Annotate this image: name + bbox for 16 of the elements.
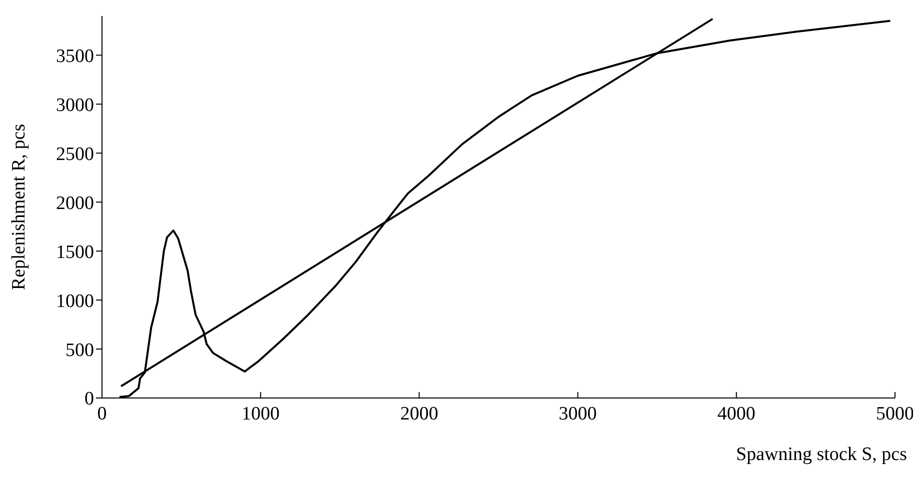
y-tick-label: 0	[84, 388, 94, 410]
x-tick-label: 0	[97, 403, 107, 424]
y-tick-label: 2000	[56, 192, 94, 214]
y-tick-label: 2500	[56, 144, 94, 165]
y-tick-label: 1500	[56, 242, 94, 263]
x-tick-label: 5000	[876, 403, 914, 424]
y-tick-label: 1000	[56, 290, 94, 312]
y-axis-title: Replenishment R, pcs	[8, 124, 30, 290]
x-tick-label: 1000	[242, 403, 280, 424]
y-tick-label: 3000	[56, 94, 94, 116]
y-tick-label: 500	[66, 340, 94, 361]
x-tick-label: 4000	[717, 403, 756, 424]
x-tick-label: 2000	[400, 403, 438, 424]
x-axis-title: Spawning stock S, pcs	[736, 444, 907, 465]
x-tick-label: 3000	[558, 403, 597, 424]
y-tick-label: 3500	[56, 46, 94, 67]
